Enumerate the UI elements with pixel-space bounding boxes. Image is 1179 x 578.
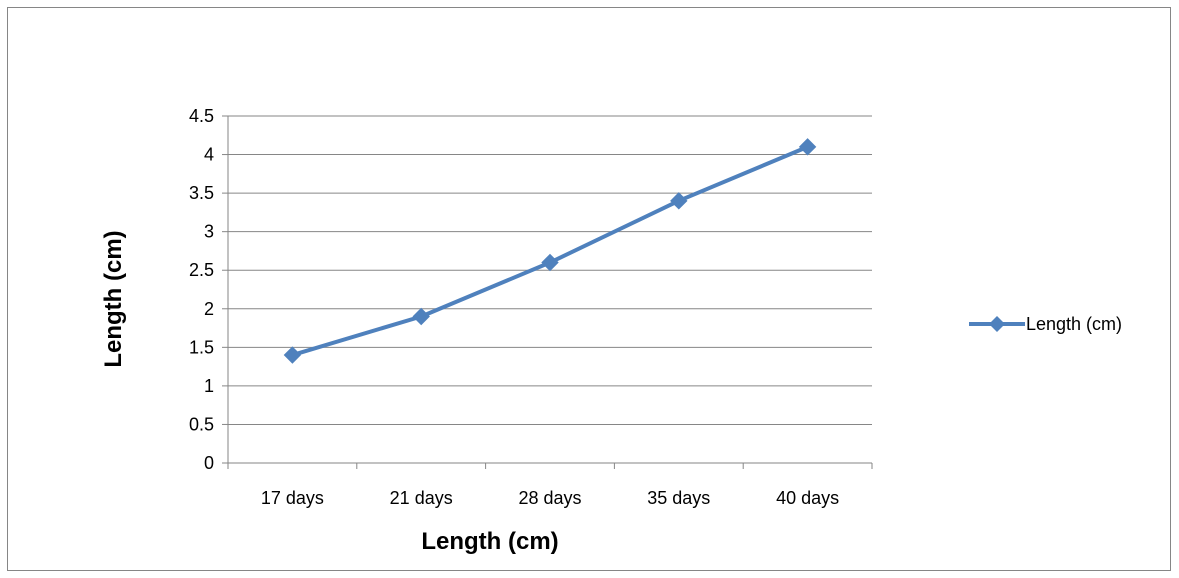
y-tick-label: 0.5 bbox=[189, 414, 214, 434]
series-line bbox=[291, 144, 809, 357]
y-tick-label: 3 bbox=[204, 222, 214, 242]
axes bbox=[227, 116, 872, 464]
y-tick-label: 2.5 bbox=[189, 260, 214, 280]
x-axis-title: Length (cm) bbox=[421, 528, 558, 555]
x-tick-labels: 17 days 21 days 28 days 35 days 40 days bbox=[261, 488, 839, 508]
legend-marker bbox=[989, 316, 1005, 332]
y-tick-label: 4.5 bbox=[189, 106, 214, 126]
data-point-marker bbox=[541, 253, 559, 272]
y-tick-label: 4 bbox=[204, 145, 214, 165]
data-point-marker bbox=[670, 192, 688, 210]
y-tick-label: 1 bbox=[204, 376, 214, 396]
chart-area bbox=[7, 7, 1171, 571]
y-tick-label: 1.5 bbox=[189, 337, 214, 357]
y-tick-label: 0 bbox=[204, 453, 214, 473]
x-tick-label: 21 days bbox=[390, 488, 453, 508]
x-tick-label: 28 days bbox=[518, 488, 581, 508]
y-tick-label: 3.5 bbox=[189, 183, 214, 203]
data-point-marker bbox=[283, 346, 302, 364]
legend: Length (cm) bbox=[969, 314, 1122, 334]
data-point-marker bbox=[798, 138, 817, 156]
y-axis-title: Length (cm) bbox=[100, 230, 127, 367]
legend-label: Length (cm) bbox=[1026, 314, 1122, 334]
gridlines bbox=[222, 115, 873, 469]
data-point-marker bbox=[412, 307, 430, 326]
x-tick-label: 40 days bbox=[776, 488, 839, 508]
y-tick-label: 2 bbox=[204, 299, 214, 319]
series-layer bbox=[283, 138, 817, 364]
x-tick-label: 35 days bbox=[647, 488, 710, 508]
y-tick-labels: 0 0.5 1 1.5 2 2.5 3 3.5 4 4.5 bbox=[189, 106, 214, 473]
x-tick-label: 17 days bbox=[261, 488, 324, 508]
